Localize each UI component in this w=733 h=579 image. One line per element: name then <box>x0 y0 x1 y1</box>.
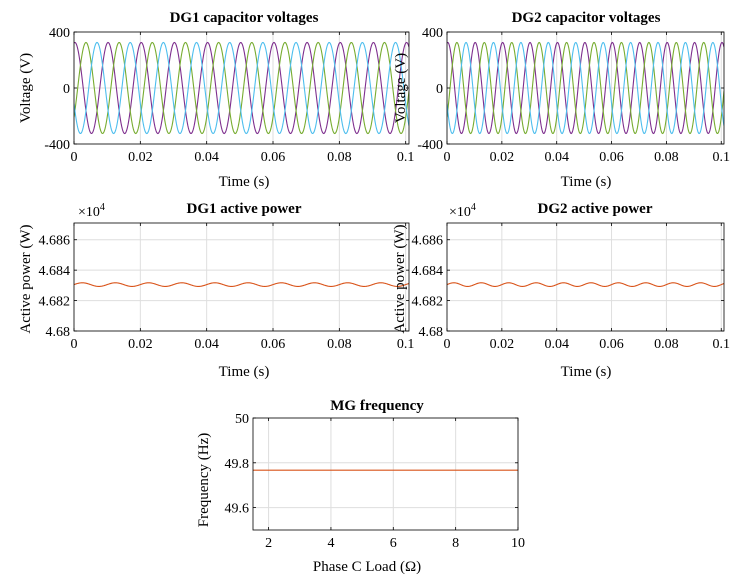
x-tick-label: 0.1 <box>397 150 415 165</box>
y-axis-label: Active power (W) <box>18 224 34 333</box>
x-tick-label: 0.02 <box>490 150 515 165</box>
plot-frame <box>73 222 410 332</box>
x-tick-label: 0.04 <box>194 150 219 165</box>
x-axis-label: Time (s) <box>561 364 612 380</box>
x-tick-label: 0.08 <box>327 337 352 352</box>
x-tick-label: 0.04 <box>194 337 219 352</box>
exponent-label: ×104 <box>449 202 476 220</box>
y-tick-label: 4.686 <box>39 234 71 249</box>
y-axis-label: Frequency (Hz) <box>196 433 212 528</box>
chart-title: DG2 capacitor voltages <box>512 10 661 26</box>
x-tick-label: 0.02 <box>490 337 515 352</box>
x-tick-label: 0 <box>444 150 451 165</box>
y-axis-label: Active power (W) <box>392 224 408 333</box>
series-line-2 <box>447 41 724 135</box>
series-line-3 <box>74 41 409 135</box>
y-tick-label: 0 <box>63 82 70 97</box>
x-tick-label: 0 <box>444 337 451 352</box>
y-tick-label: 400 <box>49 26 70 41</box>
x-axis-label: Time (s) <box>219 174 270 190</box>
plot-frame <box>252 417 519 531</box>
y-tick-label: -400 <box>417 138 443 153</box>
x-tick-label: 0.02 <box>128 337 153 352</box>
y-tick-label: 4.68 <box>46 325 71 340</box>
series-line-3 <box>447 41 724 135</box>
x-tick-label: 0.04 <box>544 337 569 352</box>
chart-title: DG1 active power <box>187 201 302 217</box>
series-line-1 <box>74 282 409 287</box>
x-tick-label: 0.08 <box>654 150 679 165</box>
x-tick-label: 8 <box>452 536 459 551</box>
x-tick-label: 0.06 <box>599 337 624 352</box>
series-line-2 <box>74 41 409 135</box>
panel-dg2-voltage: DG2 capacitor voltages Time (s) Voltage … <box>393 10 730 190</box>
x-tick-label: 2 <box>265 536 272 551</box>
panel-dg2-power: DG2 active power Time (s) Active power (… <box>392 201 730 380</box>
chart-title: MG frequency <box>330 398 424 414</box>
y-axis-label: Voltage (V) <box>18 53 34 123</box>
x-axis-label: Time (s) <box>561 174 612 190</box>
y-tick-label: 4.684 <box>412 264 444 279</box>
y-tick-label: 49.6 <box>225 502 250 517</box>
plot-frame <box>446 222 725 332</box>
panel-dg1-voltage: DG1 capacitor voltages Time (s) Voltage … <box>18 10 414 190</box>
x-tick-label: 6 <box>390 536 397 551</box>
y-tick-label: 4.686 <box>412 234 444 249</box>
x-tick-label: 10 <box>511 536 525 551</box>
x-tick-label: 0 <box>71 150 78 165</box>
y-tick-label: 4.682 <box>39 295 71 310</box>
x-axis-label: Phase C Load (Ω) <box>313 559 421 575</box>
y-tick-label: 4.684 <box>39 264 71 279</box>
y-tick-label: -400 <box>44 138 70 153</box>
chart-title: DG2 active power <box>538 201 653 217</box>
series-line-1 <box>447 41 724 135</box>
exponent-label: ×104 <box>78 202 105 220</box>
y-tick-label: 49.8 <box>225 457 250 472</box>
x-tick-label: 0.06 <box>261 150 286 165</box>
series-line-1 <box>74 41 409 135</box>
y-tick-label: 400 <box>422 26 443 41</box>
x-tick-label: 0.04 <box>544 150 569 165</box>
chart-title: DG1 capacitor voltages <box>170 10 319 26</box>
x-tick-label: 4 <box>327 536 334 551</box>
y-tick-label: 0 <box>436 82 443 97</box>
y-tick-label: 4.682 <box>412 295 444 310</box>
x-tick-label: 0.08 <box>654 337 679 352</box>
panel-mg-frequency: MG frequency Phase C Load (Ω) Frequency … <box>196 398 525 575</box>
x-tick-label: 0.1 <box>397 337 415 352</box>
x-tick-label: 0.06 <box>599 150 624 165</box>
y-tick-label: 50 <box>235 412 249 427</box>
y-axis-label: Voltage (V) <box>393 53 409 123</box>
x-tick-label: 0.06 <box>261 337 286 352</box>
x-axis-label: Time (s) <box>219 364 270 380</box>
panel-dg1-power: DG1 active power Time (s) Active power (… <box>18 201 414 380</box>
x-tick-label: 0.08 <box>327 150 352 165</box>
x-tick-label: 0 <box>71 337 78 352</box>
x-tick-label: 0.1 <box>713 337 731 352</box>
x-tick-label: 0.02 <box>128 150 153 165</box>
series-line-1 <box>447 282 724 287</box>
x-tick-label: 0.1 <box>713 150 731 165</box>
y-tick-label: 4.68 <box>419 325 444 340</box>
